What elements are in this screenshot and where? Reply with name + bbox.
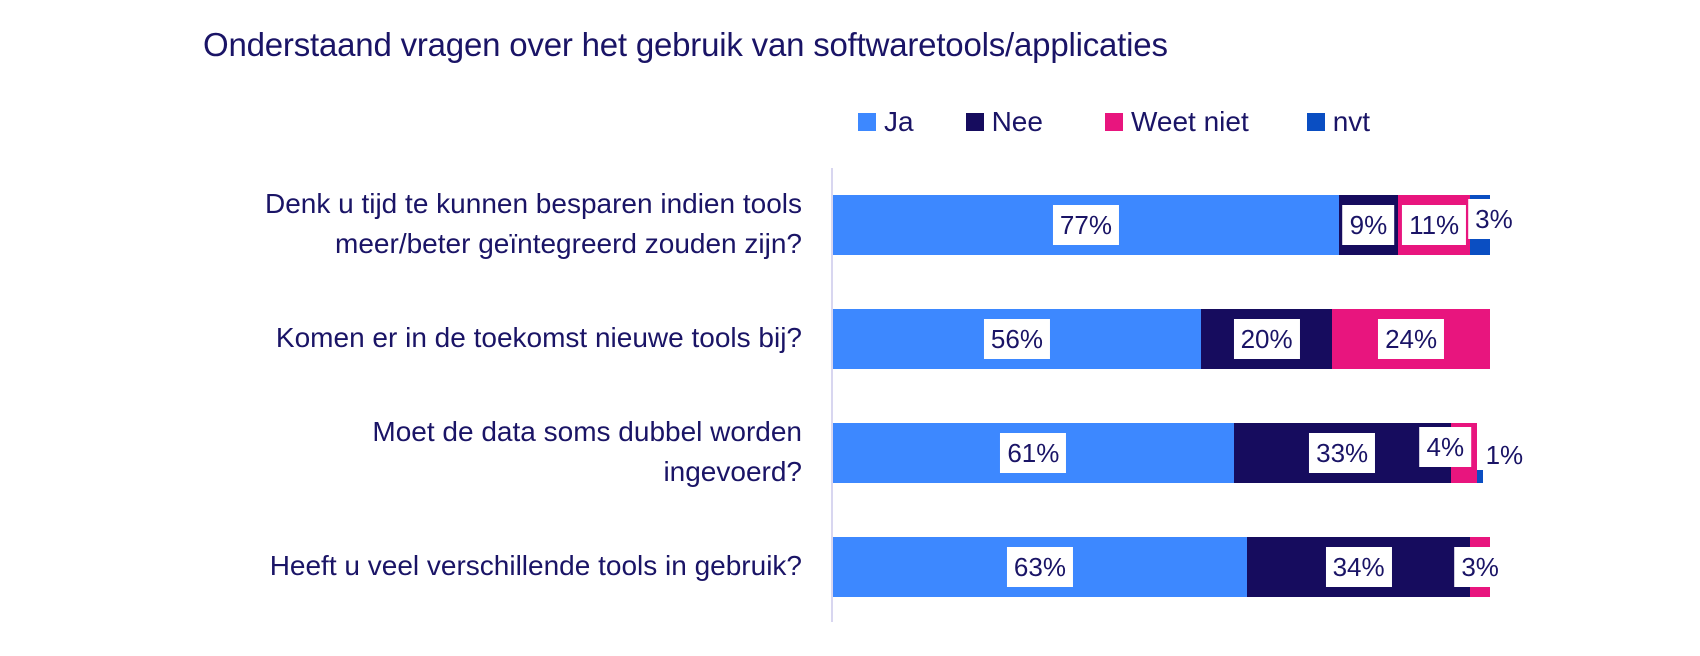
bar-row-3: 61% 33% 4% 1%	[833, 423, 1523, 483]
legend-swatch-nee-icon	[965, 113, 984, 131]
row-label-3: Moet de data soms dubbel worden ingevoer…	[182, 412, 802, 492]
row-label-line: Heeft u veel verschillende tools in gebr…	[269, 550, 802, 581]
value-label: 3%	[1454, 547, 1506, 587]
value-label: 34%	[1325, 547, 1392, 587]
chart-title: Onderstaand vragen over het gebruik van …	[203, 26, 1168, 63]
legend-swatch-nvt-icon	[1306, 113, 1325, 131]
segment-nee: 33%	[1233, 423, 1451, 483]
legend: Ja Nee Weet niet nvt	[858, 106, 1370, 138]
segment-nee: 20%	[1200, 309, 1333, 369]
legend-label: Weet niet	[1130, 106, 1249, 137]
bar-row-1: 77% 9% 11% 3%	[833, 195, 1520, 255]
value-label: 33%	[1309, 433, 1376, 473]
row-label-line: Komen er in de toekomst nieuwe tools bij…	[275, 322, 802, 353]
value-label: 9%	[1342, 205, 1395, 245]
segment-ja: 63%	[833, 537, 1247, 597]
segment-ja: 61%	[833, 423, 1234, 483]
row-label-4: Heeft u veel verschillende tools in gebr…	[182, 546, 802, 586]
segment-nee: 9%	[1338, 195, 1398, 255]
y-axis-line	[831, 168, 833, 622]
legend-item-nvt: nvt	[1306, 106, 1371, 138]
value-label: 56%	[983, 319, 1050, 359]
segment-nee: 34%	[1246, 537, 1471, 597]
row-label-line: meer/beter geïntegreerd zouden zijn?	[335, 228, 802, 259]
segment-weet-niet: 24%	[1332, 309, 1490, 369]
legend-swatch-weet-niet-icon	[1104, 113, 1123, 131]
legend-item-ja: Ja	[858, 106, 914, 138]
row-label-line: Denk u tijd te kunnen besparen indien to…	[264, 188, 802, 219]
segment-ja: 56%	[833, 309, 1201, 369]
row-label-1: Denk u tijd te kunnen besparen indien to…	[182, 184, 802, 264]
row-label-line: ingevoerd?	[663, 456, 802, 487]
value-label: 61%	[1000, 433, 1067, 473]
value-label: 63%	[1006, 547, 1073, 587]
value-label: 77%	[1052, 205, 1119, 245]
legend-item-weet-niet: Weet niet	[1104, 106, 1249, 138]
segment-weet-niet: 11%	[1398, 195, 1471, 255]
value-label: 4%	[1419, 427, 1472, 467]
row-label-2: Komen er in de toekomst nieuwe tools bij…	[182, 318, 802, 358]
legend-label: nvt	[1332, 106, 1371, 137]
legend-item-nee: Nee	[965, 106, 1043, 138]
legend-label: Nee	[991, 106, 1043, 137]
legend-label: Ja	[884, 106, 914, 137]
value-label: 11%	[1402, 205, 1467, 245]
segment-weet-niet: 4%	[1419, 423, 1477, 483]
segment-weet-niet: 3%	[1454, 537, 1506, 597]
segment-nvt: 1%	[1476, 440, 1523, 483]
segment-nvt: 3%	[1468, 195, 1520, 255]
row-label-line: Moet de data soms dubbel worden	[372, 416, 802, 447]
legend-swatch-ja-icon	[858, 113, 876, 131]
bar-row-2: 56% 20% 24%	[833, 309, 1490, 369]
segment-ja: 77%	[833, 195, 1339, 255]
value-label: 24%	[1378, 319, 1445, 359]
bar-row-4: 63% 34% 3%	[833, 537, 1506, 597]
value-label: 3%	[1468, 199, 1520, 239]
value-label: 20%	[1233, 319, 1300, 359]
value-label: 1%	[1485, 440, 1524, 471]
